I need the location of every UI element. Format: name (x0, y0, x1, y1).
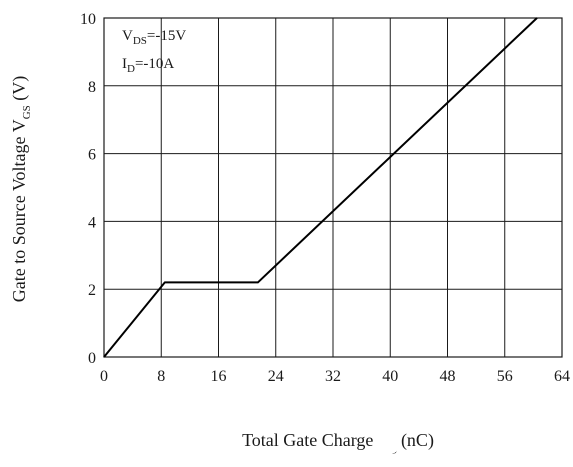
y-tick-label: 6 (88, 147, 96, 164)
x-tick-label: 8 (157, 368, 165, 385)
y-tick-label: 4 (88, 214, 96, 231)
plot-frame (103, 17, 563, 358)
gate-charge-curve (103, 17, 538, 358)
x-tick-label: 32 (325, 368, 341, 385)
grid-lines (103, 17, 563, 358)
y-tick-label: 0 (88, 350, 96, 367)
x-tick-label: 56 (497, 368, 513, 385)
y-axis-label: Gate to Source Voltage VGS (V) (9, 76, 33, 303)
watermark-shape (368, 412, 407, 462)
y-tick-label: 10 (80, 11, 96, 28)
y-tick-label: 8 (88, 79, 96, 96)
x-tick-label: 40 (382, 368, 398, 385)
x-tick-label: 24 (268, 368, 284, 385)
annotations: VDS=-15V ID=-10A (122, 28, 186, 75)
x-axis-label: Total Gate Charge Qg (nC) (242, 430, 434, 454)
series-layer (103, 17, 538, 358)
x-tick-label: 16 (211, 368, 227, 385)
x-axis-ticks: 0 8 16 24 32 40 48 56 64 (100, 368, 570, 385)
annotation-label: VDS=-15V (122, 28, 186, 47)
y-axis-ticks: 0 2 4 6 8 10 (80, 11, 96, 367)
x-tick-label: 0 (100, 368, 108, 385)
annotation-label: ID=-10A (122, 56, 174, 75)
x-tick-label: 48 (440, 368, 456, 385)
y-tick-label: 2 (88, 282, 96, 299)
x-tick-label: 64 (554, 368, 570, 385)
